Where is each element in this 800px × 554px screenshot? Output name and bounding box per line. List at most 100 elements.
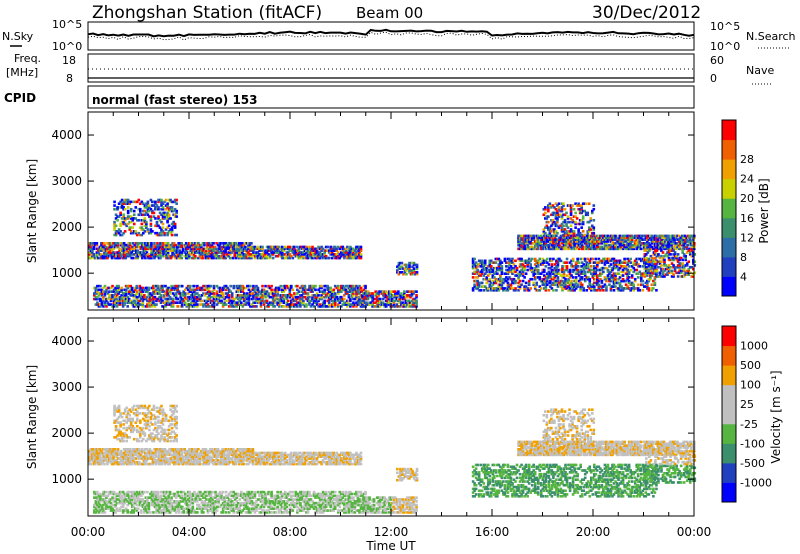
- range-cell: [212, 294, 216, 297]
- range-cell: [533, 245, 537, 249]
- range-cell: [626, 238, 629, 241]
- range-cell: [565, 224, 568, 228]
- range-cell: [141, 251, 144, 254]
- range-cell: [350, 256, 354, 260]
- range-cell: [629, 261, 632, 264]
- range-cell: [186, 295, 190, 299]
- range-cell: [520, 247, 523, 251]
- range-cell: [471, 259, 475, 263]
- range-cell: [115, 301, 119, 305]
- range-cell: [176, 301, 179, 305]
- range-cell: [215, 242, 218, 245]
- range-cell: [116, 254, 120, 258]
- range-cell: [234, 245, 238, 249]
- range-cell: [404, 301, 408, 305]
- range-cell: [687, 269, 691, 273]
- range-cell: [248, 256, 252, 260]
- range-cell: [148, 215, 151, 218]
- range-cell: [646, 269, 650, 273]
- range-cell: [265, 245, 269, 249]
- range-cell: [586, 234, 590, 238]
- range-cell: [339, 245, 343, 249]
- range-cell: [652, 287, 655, 290]
- range-cell: [646, 271, 650, 275]
- range-cell: [561, 247, 564, 251]
- range-cell: [140, 200, 144, 204]
- range-cell: [518, 257, 522, 261]
- range-cell: [398, 299, 402, 303]
- range-cell: [176, 290, 179, 293]
- range-cell: [186, 245, 190, 249]
- range-cell: [365, 301, 368, 305]
- range-cell: [523, 288, 526, 292]
- range-cell: [92, 247, 96, 251]
- range-cell: [667, 240, 670, 243]
- range-cell: [553, 247, 557, 251]
- range-cell: [617, 281, 620, 285]
- range-cell: [582, 247, 585, 251]
- range-cell: [297, 247, 301, 251]
- range-cell: [599, 285, 602, 288]
- range-cell: [162, 251, 165, 254]
- range-cell: [562, 270, 566, 274]
- range-cell: [320, 286, 323, 290]
- range-cell: [406, 295, 409, 299]
- range-cell: [517, 285, 520, 288]
- range-cell: [658, 234, 661, 238]
- range-cell: [161, 222, 165, 226]
- range-cell: [332, 301, 336, 305]
- range-cell: [140, 292, 143, 295]
- range-cell: [124, 251, 127, 254]
- range-cell: [300, 290, 304, 293]
- range-cell: [103, 243, 106, 247]
- range-cell: [236, 249, 240, 252]
- range-cell: [191, 297, 195, 301]
- range-cell: [556, 218, 559, 222]
- range-cell: [126, 202, 130, 206]
- range-cell: [277, 305, 281, 308]
- range-cell: [97, 249, 100, 252]
- range-cell: [586, 213, 590, 217]
- range-cell: [389, 295, 393, 299]
- range-cell: [115, 242, 118, 245]
- range-cell: [517, 240, 520, 243]
- range-cell: [547, 288, 551, 292]
- range-cell: [562, 247, 566, 251]
- range-cell: [588, 259, 592, 263]
- range-cell: [543, 242, 546, 245]
- range-cell: [336, 251, 340, 254]
- range-cell: [636, 257, 640, 261]
- range-cell: [499, 259, 502, 263]
- range-cell: [317, 247, 320, 251]
- range-cell: [210, 249, 214, 252]
- range-cell: [476, 272, 479, 276]
- range-cell: [544, 281, 548, 285]
- range-cell: [620, 261, 623, 264]
- range-cell: [524, 285, 528, 288]
- range-cell: [132, 299, 136, 303]
- range-cell: [134, 249, 138, 252]
- range-cell: [641, 238, 645, 241]
- range-cell: [128, 242, 132, 245]
- range-cell: [155, 290, 158, 293]
- range-cell: [670, 245, 673, 249]
- range-cell: [185, 297, 189, 301]
- range-cell: [233, 297, 237, 301]
- range-cell: [639, 242, 643, 245]
- range-cell: [574, 242, 578, 245]
- range-cell: [247, 301, 251, 305]
- range-cell: [509, 270, 513, 274]
- range-cell: [665, 236, 669, 240]
- range-cell: [141, 245, 144, 249]
- range-cell: [611, 257, 614, 261]
- range-cell: [672, 258, 675, 262]
- range-cell: [208, 305, 211, 308]
- range-cell: [259, 299, 263, 303]
- range-cell: [253, 247, 257, 251]
- range-cell: [166, 211, 169, 215]
- range-cell: [261, 247, 264, 251]
- range-cell: [333, 254, 337, 258]
- range-cell: [404, 295, 408, 299]
- range-cell: [565, 281, 569, 285]
- range-cell: [585, 277, 589, 281]
